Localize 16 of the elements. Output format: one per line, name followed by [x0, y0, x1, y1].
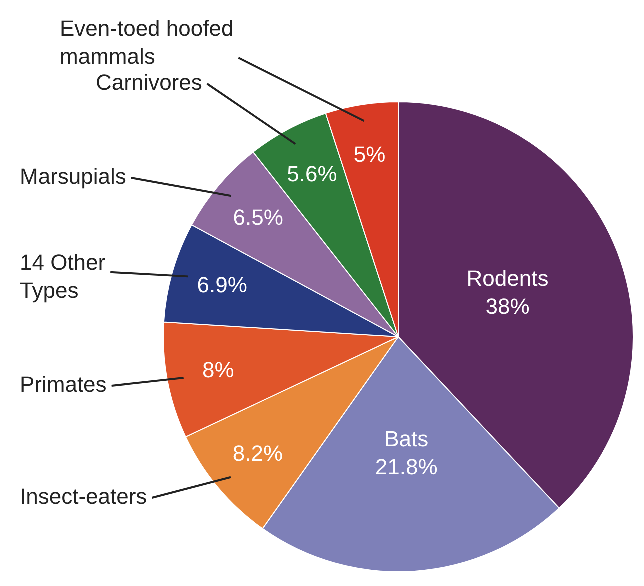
slice-label: Marsupials [20, 164, 126, 190]
slice-label: Even-toed hoofed mammals [60, 16, 234, 70]
slice-label: Carnivores [96, 70, 202, 96]
slice-label: Bats [384, 426, 429, 452]
slice-label: Insect-eaters [20, 484, 148, 510]
data-label: 6.9% [197, 272, 248, 298]
slice-label: 14 Other Types [20, 250, 106, 304]
data-label: 6.5% [233, 204, 284, 230]
data-label: 8.2% [232, 440, 284, 466]
slice-label: Primates [20, 372, 107, 398]
data-label: 38% [486, 294, 530, 319]
data-label: 5% [354, 142, 386, 168]
data-label: 8% [202, 357, 234, 382]
data-label: 21.8% [375, 454, 438, 480]
slice-label: Rodents [466, 266, 549, 291]
data-label: 5.6% [287, 161, 338, 186]
